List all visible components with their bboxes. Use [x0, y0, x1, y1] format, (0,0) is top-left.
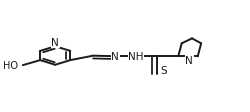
Text: N: N [51, 38, 59, 48]
Text: N: N [185, 55, 193, 65]
Text: NH: NH [128, 51, 144, 61]
Text: S: S [160, 65, 167, 75]
Text: HO: HO [2, 61, 18, 71]
Text: N: N [112, 51, 119, 61]
